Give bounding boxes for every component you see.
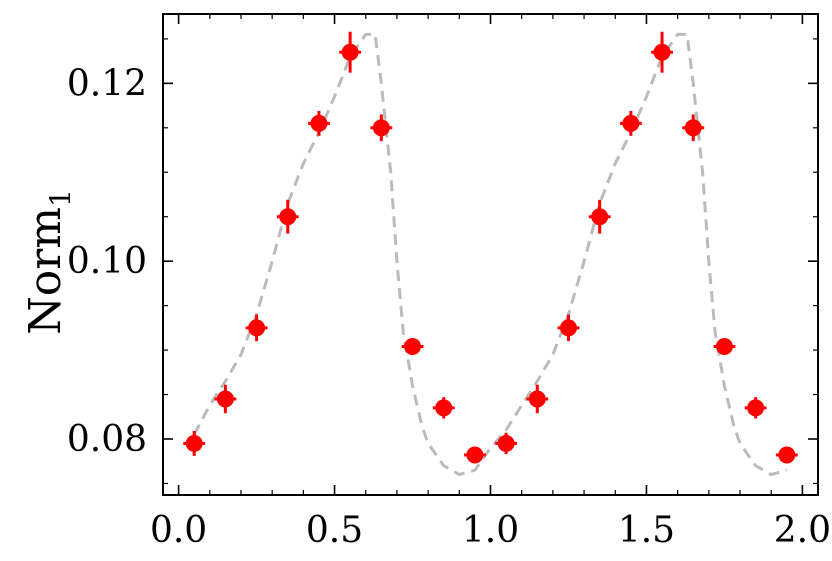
- ticks: [163, 14, 818, 495]
- data-marker: [684, 119, 702, 137]
- data-marker: [653, 43, 671, 61]
- data-point: [432, 397, 455, 419]
- x-tick-label: 0.5: [306, 510, 363, 551]
- data-point: [588, 199, 611, 234]
- data-marker: [372, 119, 390, 137]
- y-axis-label: Norm1: [20, 189, 77, 335]
- data-point: [276, 199, 299, 234]
- data-marker: [591, 208, 609, 226]
- data-point: [557, 314, 580, 342]
- x-tick-label: 0.0: [150, 510, 207, 551]
- data-point: [370, 114, 393, 142]
- data-marker: [435, 399, 453, 417]
- data-point: [308, 110, 330, 136]
- plot-frame: [162, 13, 819, 496]
- x-tick-label: 2.0: [774, 510, 831, 551]
- data-point: [744, 397, 767, 419]
- data-point: [495, 432, 518, 455]
- data-marker: [216, 390, 234, 408]
- axes: [162, 13, 819, 496]
- data-marker: [715, 338, 733, 356]
- y-tick-label: 0.12: [67, 63, 147, 104]
- data-point: [775, 446, 798, 464]
- data-marker: [404, 338, 422, 356]
- data-point: [183, 430, 206, 456]
- data-point: [619, 110, 642, 136]
- data-marker: [497, 434, 515, 452]
- y-axis-label-subscript: 1: [44, 189, 77, 207]
- data-marker: [778, 446, 796, 464]
- y-axis-label-main: Norm: [20, 207, 71, 335]
- data-marker: [559, 319, 577, 337]
- data-point: [682, 114, 705, 142]
- data-point: [339, 31, 362, 73]
- x-tick-label: 1.5: [618, 510, 675, 551]
- x-tick-label: 1.0: [462, 510, 519, 551]
- data-point: [713, 338, 736, 356]
- data-point: [526, 384, 549, 414]
- data-marker: [747, 399, 765, 417]
- model-curve: [192, 32, 788, 477]
- data-marker: [185, 434, 203, 452]
- data-marker: [341, 43, 359, 61]
- data-point: [245, 314, 268, 342]
- data-marker: [466, 446, 484, 464]
- data-point: [401, 338, 424, 356]
- data-marker: [248, 319, 266, 337]
- data-points-layer: [183, 31, 798, 464]
- y-tick-label: 0.10: [67, 241, 147, 282]
- y-tick-label: 0.08: [67, 419, 147, 460]
- model-curve-layer: [192, 32, 788, 477]
- data-marker: [310, 114, 328, 132]
- data-marker: [528, 390, 546, 408]
- data-point: [214, 384, 237, 414]
- tick-labels: 0.0 0.5 1.0 1.5 2.0 0.08 0.10 0.12: [67, 63, 831, 551]
- data-marker: [279, 208, 297, 226]
- data-marker: [622, 114, 640, 132]
- data-point: [463, 446, 486, 464]
- data-point: [651, 31, 673, 73]
